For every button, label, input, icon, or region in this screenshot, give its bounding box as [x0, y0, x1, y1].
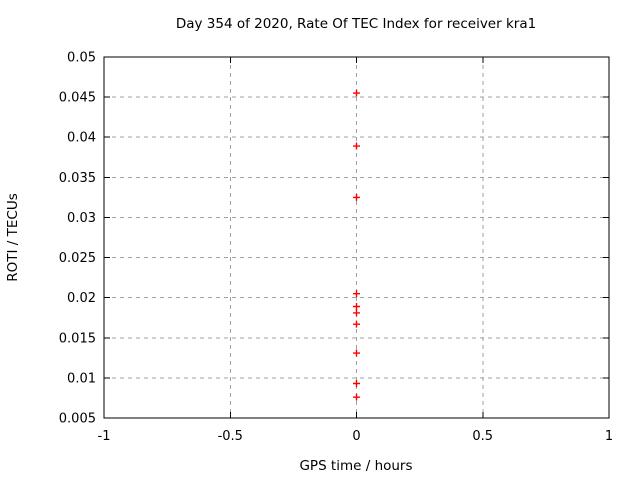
x-tick-label: -0.5: [218, 429, 243, 444]
grid-layer: [104, 57, 609, 418]
data-points-layer: [353, 89, 360, 401]
y-tick-label: 0.01: [67, 371, 96, 386]
data-point-marker: [353, 302, 360, 310]
y-tick-label: 0.02: [67, 291, 96, 306]
data-point-marker: [353, 290, 360, 298]
x-tick-label: -1: [98, 429, 111, 444]
y-tick-label: 0.025: [59, 251, 96, 266]
chart-title: Day 354 of 2020, Rate Of TEC Index for r…: [176, 16, 536, 32]
data-point-marker: [353, 142, 360, 150]
y-axis-label: ROTI / TECUs: [5, 193, 21, 281]
y-tick-label: 0.05: [67, 51, 96, 66]
data-point-marker: [353, 349, 360, 357]
data-point-marker: [353, 320, 360, 328]
x-tick-label: 1: [605, 429, 613, 444]
x-tick-label: 0.5: [472, 429, 493, 444]
x-axis-label: GPS time / hours: [299, 458, 412, 474]
y-tick-label: 0.035: [59, 171, 96, 186]
data-point-marker: [353, 393, 360, 401]
y-tick-label: 0.005: [59, 412, 96, 427]
y-tick-label: 0.015: [59, 331, 96, 346]
data-point-marker: [353, 380, 360, 388]
x-tick-label: 0: [352, 429, 360, 444]
y-tick-label: 0.04: [67, 131, 96, 146]
y-tick-label: 0.045: [59, 91, 96, 106]
data-point-marker: [353, 193, 360, 201]
data-point-marker: [353, 309, 360, 317]
y-tick-label: 0.03: [67, 211, 96, 226]
axis-layer: -1 -0.5 0 0.5 1 0.005 0.01 0.015 0.02 0.025 0.03 0.…: [59, 51, 613, 445]
data-point-marker: [353, 89, 360, 97]
